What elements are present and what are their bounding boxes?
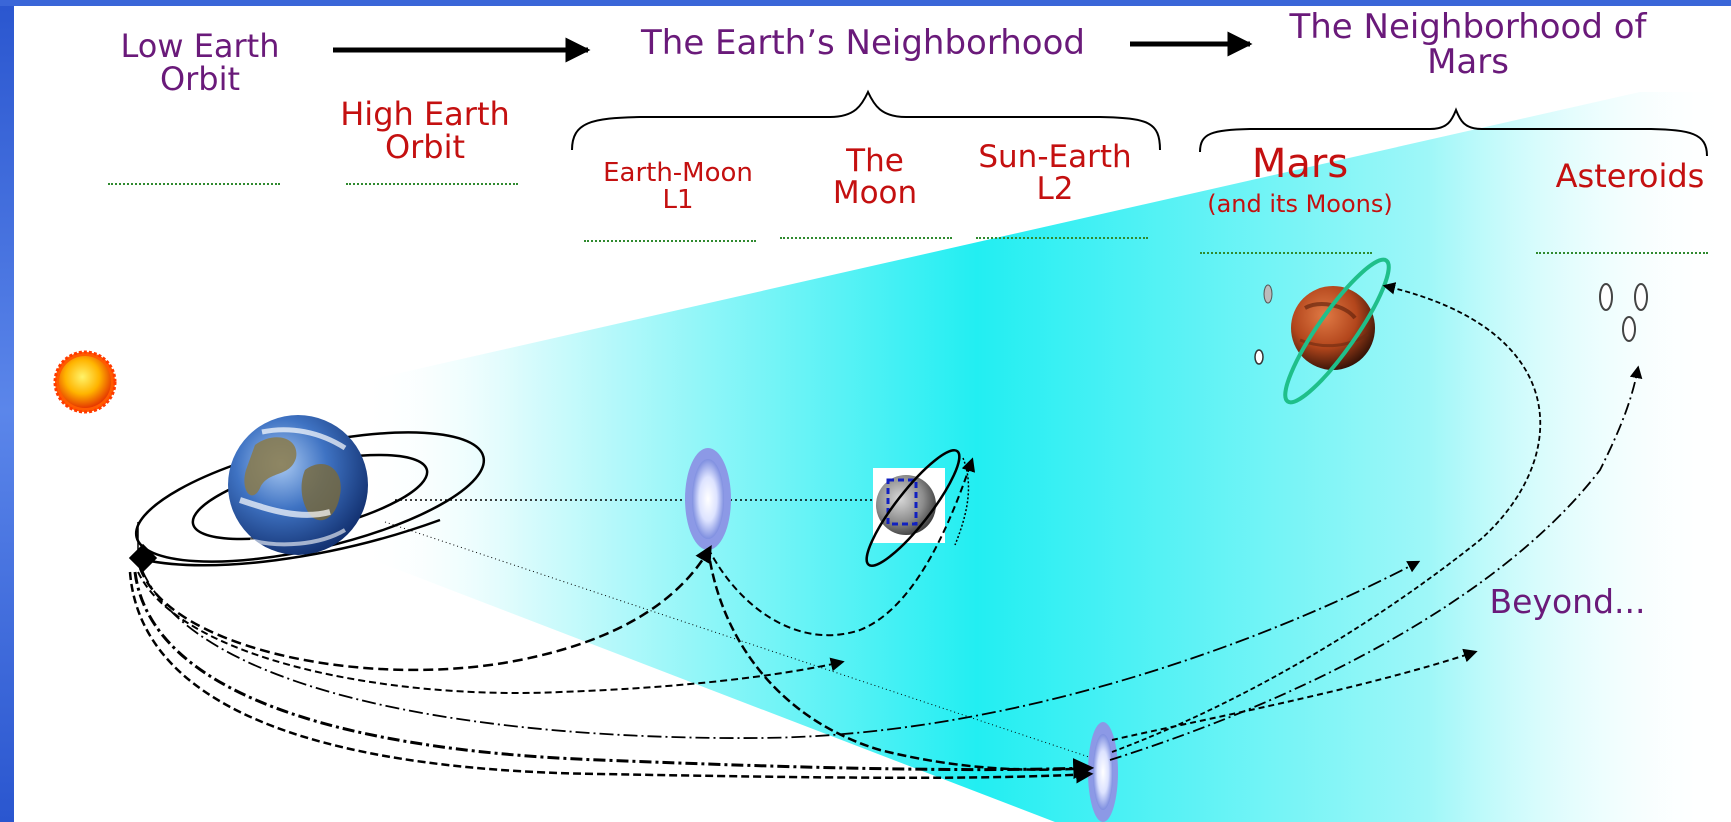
label-mars: Mars: [1251, 141, 1349, 187]
trajectory-to-asteroids: [1109, 365, 1643, 761]
trajectory-l2-to-mars-loop: [1111, 282, 1542, 753]
earth-orbit-front: [144, 518, 441, 567]
trajectory-l2-to-beyond: [1111, 648, 1478, 741]
top-border: [0, 0, 1731, 6]
blank-line-se-l2: [976, 237, 1148, 239]
trajectory-leo-to-l2-a: [133, 571, 1095, 780]
trajectory-l1-to-moon: [707, 457, 976, 637]
lagrange-point-icon: [685, 448, 731, 550]
moon-icon: [865, 449, 970, 567]
blank-line-mars: [1200, 252, 1372, 254]
trajectory-leo-beyond-near: [137, 571, 845, 694]
label-beyond: Beyond...: [1489, 582, 1646, 621]
label-mars-neighborhood: The Neighborhood of Mars: [1289, 7, 1647, 82]
trajectory-leo-to-l2-b: [128, 571, 1094, 784]
trajectory-to-em-l1: [138, 544, 712, 672]
blank-line-leo: [108, 183, 280, 185]
label-high-earth-orbit: High Earth Orbit: [340, 95, 510, 166]
mars-icon: [1254, 257, 1391, 405]
earth-icon: [228, 415, 368, 555]
label-mars-moons: (and its Moons): [1207, 190, 1393, 218]
sun-icon: [53, 350, 117, 414]
blank-line-moon: [780, 237, 952, 239]
label-earth-neighborhood: The Earth’s Neighborhood: [641, 23, 1085, 63]
blank-line-em-l1: [584, 240, 756, 242]
spacecraft-icon: [128, 522, 158, 573]
label-earth-moon-l1: Earth-Moon L1: [603, 158, 753, 215]
brace-earth-neighborhood: [571, 89, 1161, 151]
label-asteroids: Asteroids: [1555, 157, 1705, 195]
left-border: [0, 0, 14, 822]
label-sun-earth-l2: Sun-Earth L2: [978, 139, 1132, 207]
trajectory-paths: [128, 282, 1643, 784]
asteroid-icon: [1599, 283, 1648, 342]
blank-line-asteroids: [1536, 252, 1708, 254]
brace-mars-neighborhood: [1199, 107, 1708, 157]
label-the-moon: The Moon: [832, 143, 918, 211]
label-low-earth-orbit: Low Earth Orbit: [120, 27, 280, 98]
blank-line-heo: [346, 183, 518, 185]
trajectory-l1-to-l2: [706, 547, 1094, 778]
lagrange-point-icon: [1088, 722, 1118, 822]
